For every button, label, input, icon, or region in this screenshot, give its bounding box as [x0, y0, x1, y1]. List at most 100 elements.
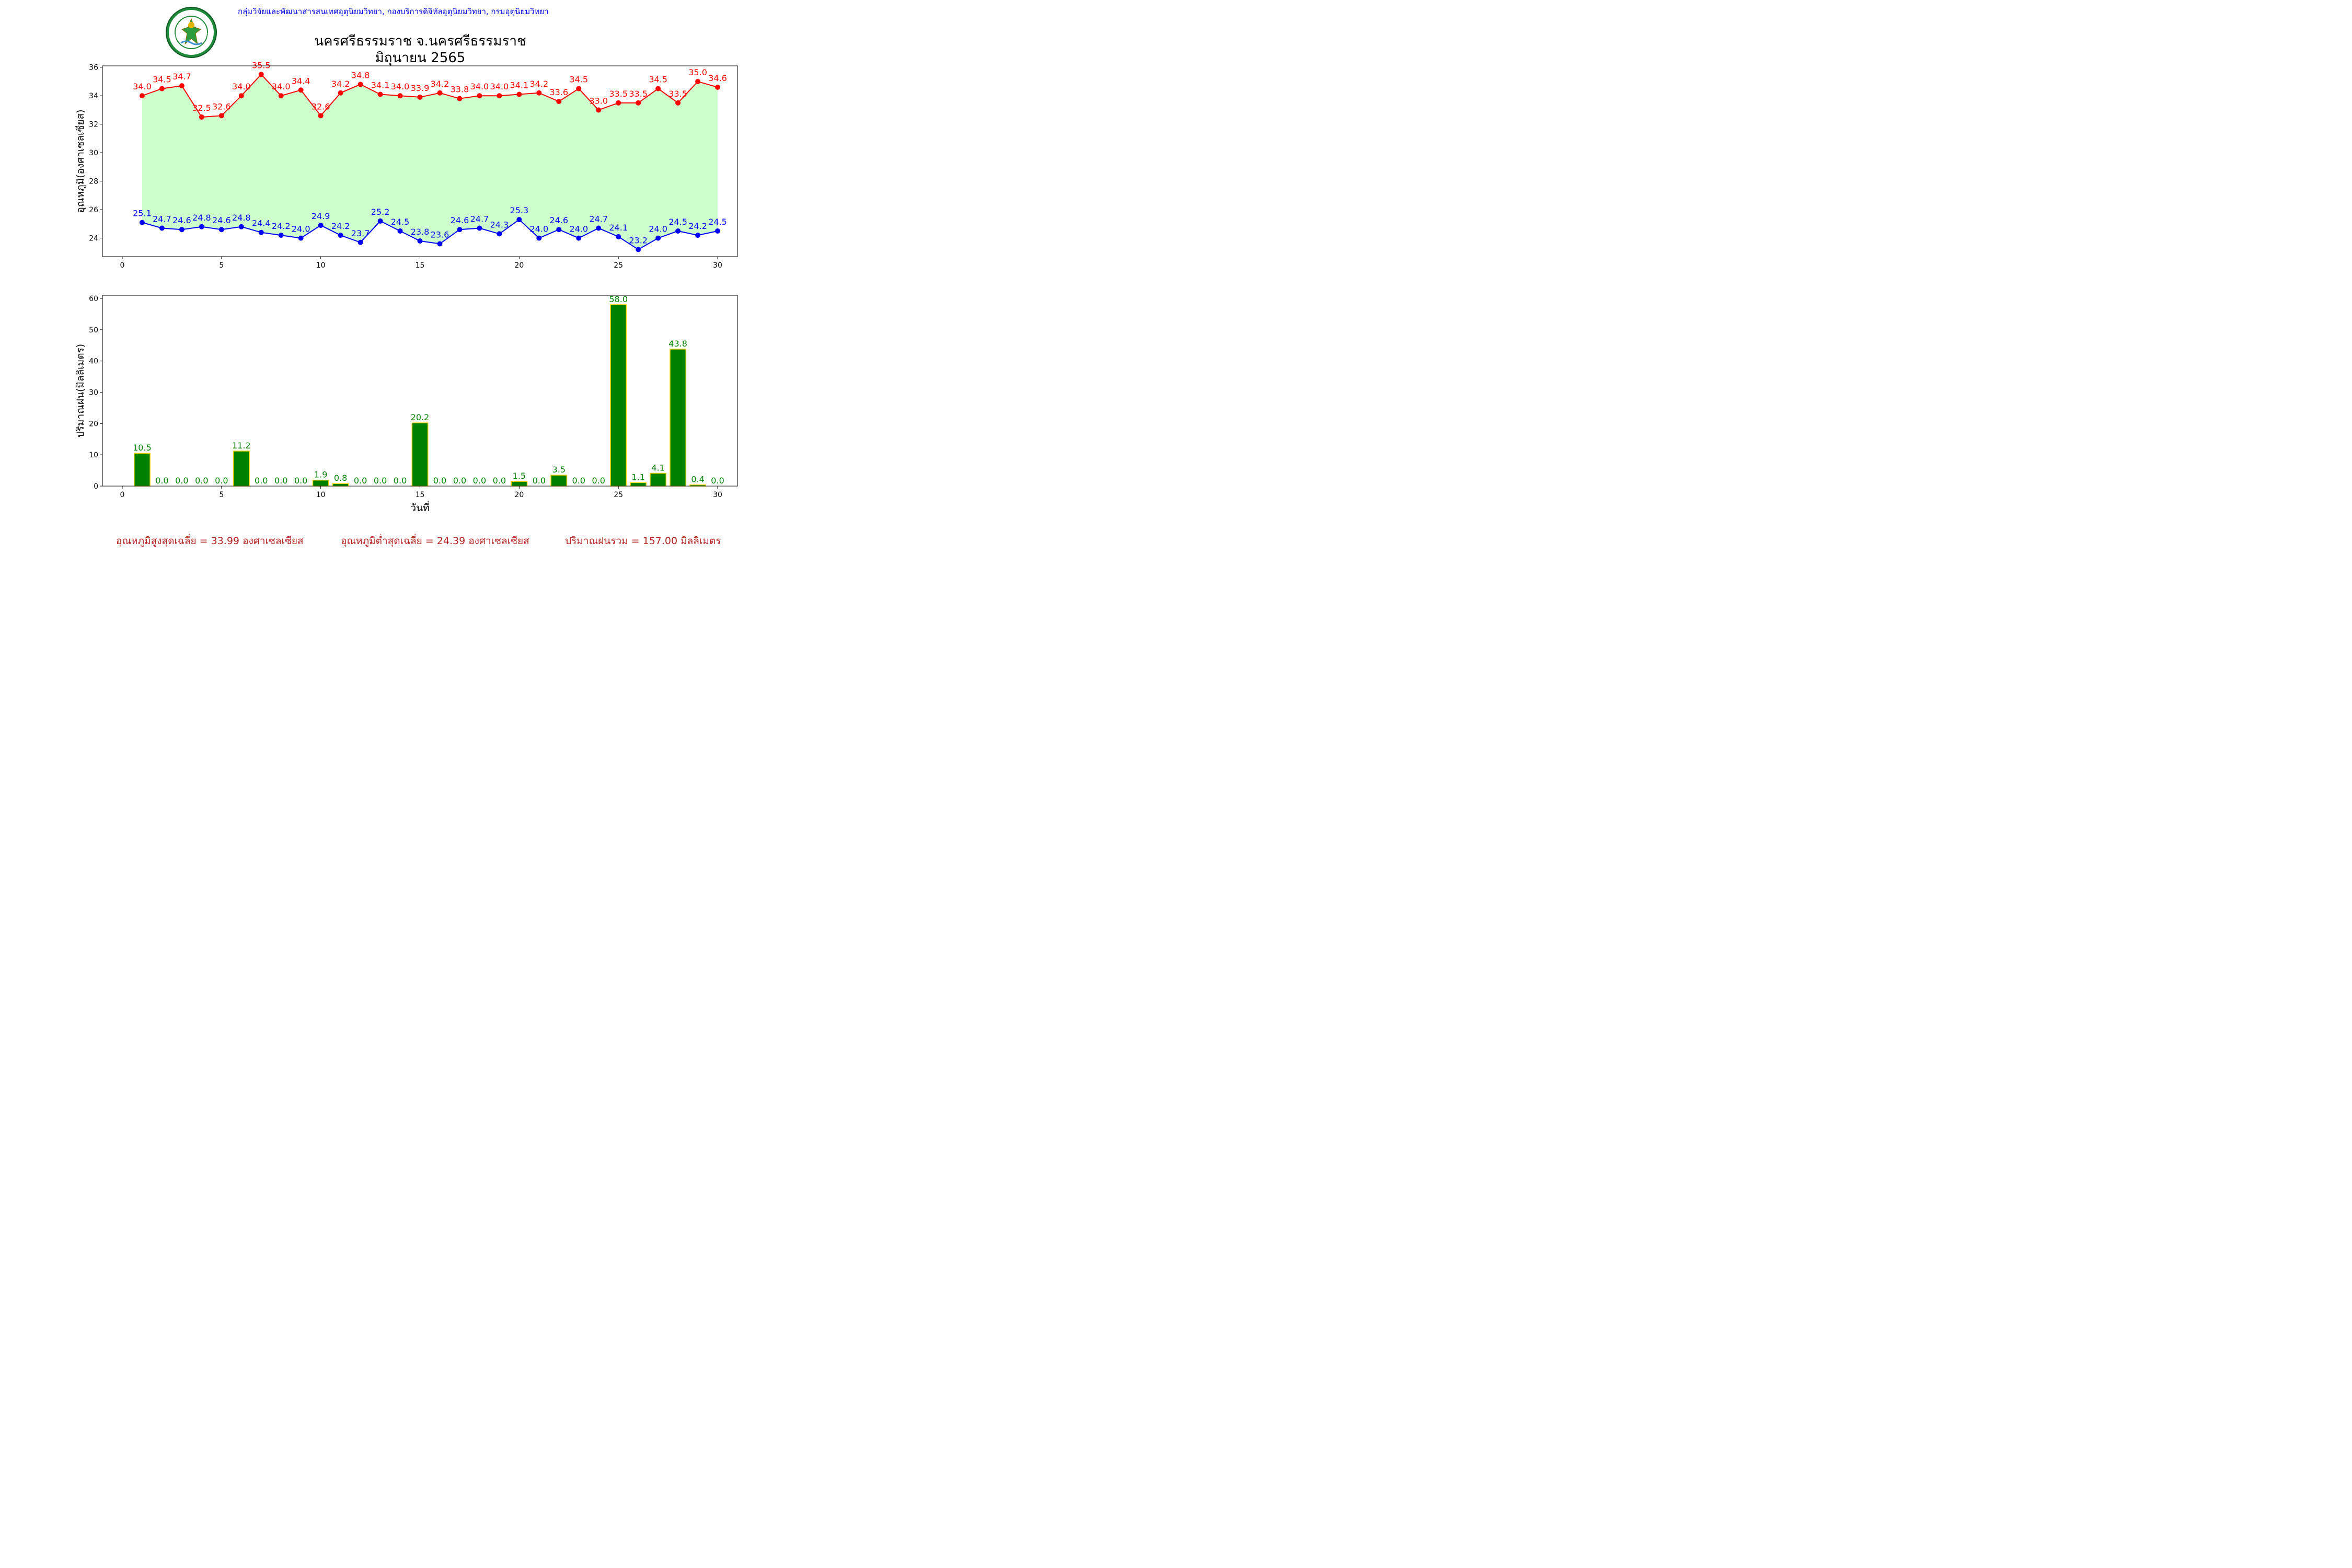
average-min-temperature: อุณหภูมิต่ำสุดเฉลี่ย = 24.39 องศาเซลเซีย… [341, 535, 529, 547]
rain-data-label: 0.8 [334, 473, 347, 483]
temperature-ytick-label: 34 [89, 92, 98, 100]
max-temp-point [139, 93, 145, 99]
rain-bar [233, 451, 250, 487]
rainfall-xtick-label: 30 [713, 491, 722, 499]
max-temp-data-label: 33.0 [589, 96, 608, 106]
temperature-xtick-label: 15 [416, 261, 425, 270]
rain-data-label: 0.0 [195, 476, 208, 486]
max-temp-data-label: 33.5 [629, 89, 648, 99]
min-temp-data-label: 24.6 [212, 215, 231, 225]
rain-data-label: 0.0 [572, 476, 585, 486]
max-temp-data-label: 34.5 [153, 75, 171, 85]
max-temp-point [278, 93, 284, 99]
rain-data-label: 3.5 [552, 465, 566, 475]
max-temp-point [516, 91, 522, 97]
max-temp-line [142, 73, 718, 118]
max-temp-data-label: 33.8 [451, 85, 469, 95]
min-temp-data-label: 24.6 [451, 215, 469, 225]
max-temp-point [298, 87, 304, 93]
rainfall-ytick-label: 20 [89, 420, 98, 428]
min-temp-point [238, 224, 244, 229]
temperature-xtick-label: 30 [713, 261, 722, 270]
rainfall-ytick-label: 50 [89, 326, 98, 335]
min-temp-point [596, 225, 602, 231]
max-temp-point [636, 100, 641, 106]
rainfall-ytick-label: 40 [89, 358, 98, 366]
chart-title: นครศรีธรรมราช จ.นครศรีธรรมราช [314, 33, 526, 49]
max-temp-point [497, 93, 502, 99]
rain-data-label: 0.0 [274, 476, 287, 486]
max-temp-point [576, 86, 582, 91]
max-temp-data-label: 34.0 [470, 82, 489, 91]
max-temp-data-label: 33.9 [411, 83, 430, 93]
max-temp-data-label: 34.6 [708, 73, 727, 83]
average-max-temperature: อุณหภูมิสูงสุดเฉลี่ย = 33.99 องศาเซลเซีย… [116, 535, 304, 547]
rainfall-ylabel: ปริมาณฝน(มิลลิเมตร) [75, 344, 86, 437]
max-temp-data-label: 33.5 [668, 89, 687, 99]
rain-data-label: 0.0 [711, 476, 724, 486]
temperature-xtick-label: 25 [614, 261, 623, 270]
min-temp-data-label: 24.5 [708, 217, 727, 227]
min-temp-point [636, 247, 641, 252]
rain-data-label: 43.8 [668, 339, 687, 349]
organization-header: กลุ่มวิจัยและพัฒนาสารสนเทศอุตุนิยมวิทยา,… [238, 7, 549, 16]
rain-data-label: 1.1 [631, 472, 644, 482]
rain-data-label: 0.0 [394, 476, 407, 486]
min-temp-data-label: 24.8 [232, 213, 251, 223]
min-temp-data-label: 24.7 [153, 214, 171, 224]
max-temp-point [199, 114, 204, 120]
rainfall-xtick-label: 20 [514, 491, 524, 499]
rain-data-label: 0.0 [433, 476, 446, 486]
max-temp-data-label: 34.0 [133, 82, 152, 91]
temperature-ytick-label: 32 [89, 121, 98, 129]
rain-data-label: 20.2 [411, 412, 430, 422]
rain-data-label: 10.5 [133, 443, 152, 453]
rain-bar [670, 349, 687, 487]
min-temp-data-label: 23.8 [411, 227, 430, 237]
rain-data-label: 1.5 [513, 471, 526, 481]
min-temp-data-label: 25.2 [371, 207, 390, 217]
temperature-xtick-label: 0 [120, 261, 125, 270]
min-temp-data-label: 24.8 [192, 213, 211, 223]
min-temp-point [159, 225, 165, 231]
max-temp-data-label: 34.0 [272, 82, 291, 91]
total-rainfall: ปริมาณฝนรวม = 157.00 มิลลิเมตร [565, 535, 721, 547]
min-temp-data-label: 24.0 [649, 224, 667, 234]
min-temp-point [179, 227, 185, 233]
rain-data-label: 0.0 [175, 476, 188, 486]
rainfall-xlabel: วันที่ [410, 501, 429, 514]
min-temp-point [497, 231, 502, 237]
rainfall-ytick-label: 30 [89, 388, 98, 397]
rain-bar [411, 422, 429, 487]
max-temp-data-label: 32.6 [312, 101, 330, 111]
min-temp-point [616, 234, 621, 239]
max-temp-data-label: 34.4 [292, 76, 310, 86]
max-temp-data-label: 34.2 [530, 79, 549, 89]
rain-data-label: 11.2 [232, 441, 251, 451]
rainfall-xtick-label: 15 [416, 491, 425, 499]
max-temp-point [556, 99, 562, 105]
min-temp-point [556, 227, 562, 233]
max-temp-data-label: 34.8 [351, 70, 370, 80]
rain-data-label: 0.0 [354, 476, 367, 486]
max-temp-point [477, 93, 482, 99]
max-temp-point [695, 78, 701, 84]
temperature-ytick-label: 26 [89, 206, 98, 214]
min-temp-point [397, 228, 403, 234]
rain-data-label: 0.0 [294, 476, 307, 486]
rain-data-label: 4.1 [651, 463, 664, 472]
max-temp-data-label: 32.6 [212, 101, 231, 111]
min-temp-point [536, 235, 542, 241]
max-temp-point [616, 100, 621, 106]
temperature-range-fill [142, 74, 718, 250]
min-temp-data-label: 24.3 [490, 220, 509, 229]
max-temp-point [258, 72, 264, 77]
min-temp-point [695, 233, 701, 238]
temperature-chart: 34.034.5 34.732.5 32.634.035.534.034.432.6… [75, 60, 738, 270]
min-temp-data-label: 25.3 [510, 205, 529, 215]
min-temp-point [258, 229, 264, 235]
max-temp-point [159, 86, 165, 91]
max-temp-point [238, 93, 244, 99]
max-temp-data-label: 34.1 [510, 80, 529, 90]
max-temp-point [596, 107, 602, 113]
